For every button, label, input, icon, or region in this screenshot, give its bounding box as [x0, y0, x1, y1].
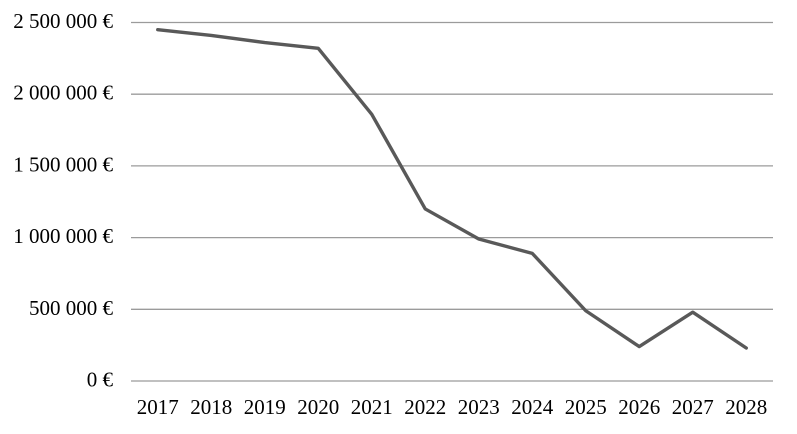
x-tick-label: 2025	[565, 395, 607, 419]
x-tick-label: 2018	[190, 395, 232, 419]
y-tick-label: 0 €	[87, 368, 114, 392]
x-tick-label: 2021	[351, 395, 393, 419]
x-tick-label: 2026	[618, 395, 660, 419]
x-tick-label: 2019	[244, 395, 286, 419]
y-axis-labels: 0 € 500 000 € 1 000 000 € 1 500 000 € 2 000 …	[13, 9, 113, 392]
x-tick-label: 2017	[137, 395, 179, 419]
x-tick-label: 2028	[725, 395, 767, 419]
y-tick-label: 500 000 €	[29, 296, 114, 320]
series-group	[156, 27, 748, 350]
x-axis-labels: 2017 2018 2019 2020 2021 2022 2023 2024 2025 2026…	[137, 395, 768, 419]
x-tick-label: 2027	[672, 395, 714, 419]
x-tick-label: 2024	[511, 395, 554, 419]
y-tick-label: 2 500 000 €	[13, 9, 113, 33]
series-line	[156, 27, 748, 350]
x-tick-label: 2022	[404, 395, 446, 419]
y-tick-label: 1 500 000 €	[13, 152, 113, 176]
y-tick-label: 1 000 000 €	[13, 224, 113, 248]
x-tick-label: 2020	[297, 395, 339, 419]
x-tick-label: 2023	[458, 395, 500, 419]
y-tick-label: 2 000 000 €	[13, 81, 113, 105]
gridlines-group	[131, 21, 773, 382]
